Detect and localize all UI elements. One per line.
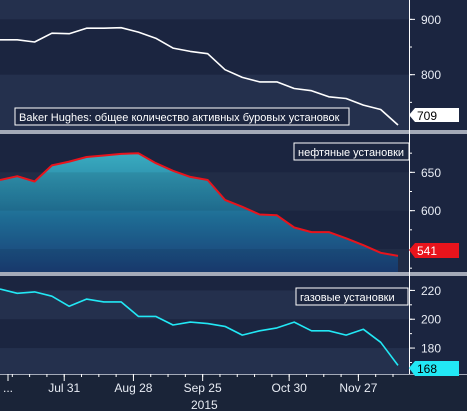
x-axis-year-label: 2015 — [191, 398, 218, 411]
x-axis-background — [0, 374, 467, 411]
oil-rigs-area — [0, 153, 398, 272]
last-value-total-label: 709 — [417, 109, 437, 123]
last-value-gas: 168 — [409, 361, 459, 376]
gas-rigs-panel — [0, 288, 399, 366]
y-tick-label: 600 — [421, 204, 441, 218]
y-tick-label: 200 — [421, 313, 441, 327]
legend-total: Baker Hughes: общее количество активных … — [14, 107, 350, 126]
y-tick-label: 220 — [421, 284, 441, 298]
legend-oil: нефтяные установки — [293, 142, 410, 161]
x-tick-label: Aug 28 — [114, 381, 152, 395]
legend-gas: газовые установки — [295, 287, 409, 306]
x-tick-label: ... — [3, 381, 13, 395]
x-tick-label: Jul 31 — [48, 381, 80, 395]
y-tick-label: 180 — [421, 342, 441, 356]
oil-rigs-line — [0, 152, 399, 257]
last-value-oil-label: 541 — [417, 244, 437, 258]
x-tick-label: Nov 27 — [339, 381, 377, 395]
gas-rigs-line — [0, 288, 399, 366]
last-value-oil: 541 — [409, 243, 459, 258]
area-band — [0, 172, 409, 211]
legend-gas-label: газовые установки — [300, 292, 395, 304]
grid-band — [0, 0, 409, 20]
x-tick-label: Sep 25 — [184, 381, 222, 395]
panel-separator — [0, 130, 467, 134]
y-tick-label: 650 — [421, 166, 441, 180]
panel-separator — [0, 272, 467, 276]
grid-band — [0, 348, 409, 374]
legend-oil-label: нефтяные установки — [298, 147, 404, 159]
y-tick-label: 900 — [421, 13, 441, 27]
total-rigs-line — [0, 26, 399, 126]
last-value-total: 709 — [409, 108, 459, 123]
total-rigs-panel — [0, 26, 399, 126]
area-band — [0, 249, 409, 272]
oil-rigs-panel — [0, 152, 409, 272]
x-tick-label: Oct 30 — [271, 381, 307, 395]
y-tick-label: 800 — [421, 68, 441, 82]
last-value-gas-label: 168 — [417, 362, 437, 376]
legend-total-label: Baker Hughes: общее количество активных … — [19, 112, 340, 124]
